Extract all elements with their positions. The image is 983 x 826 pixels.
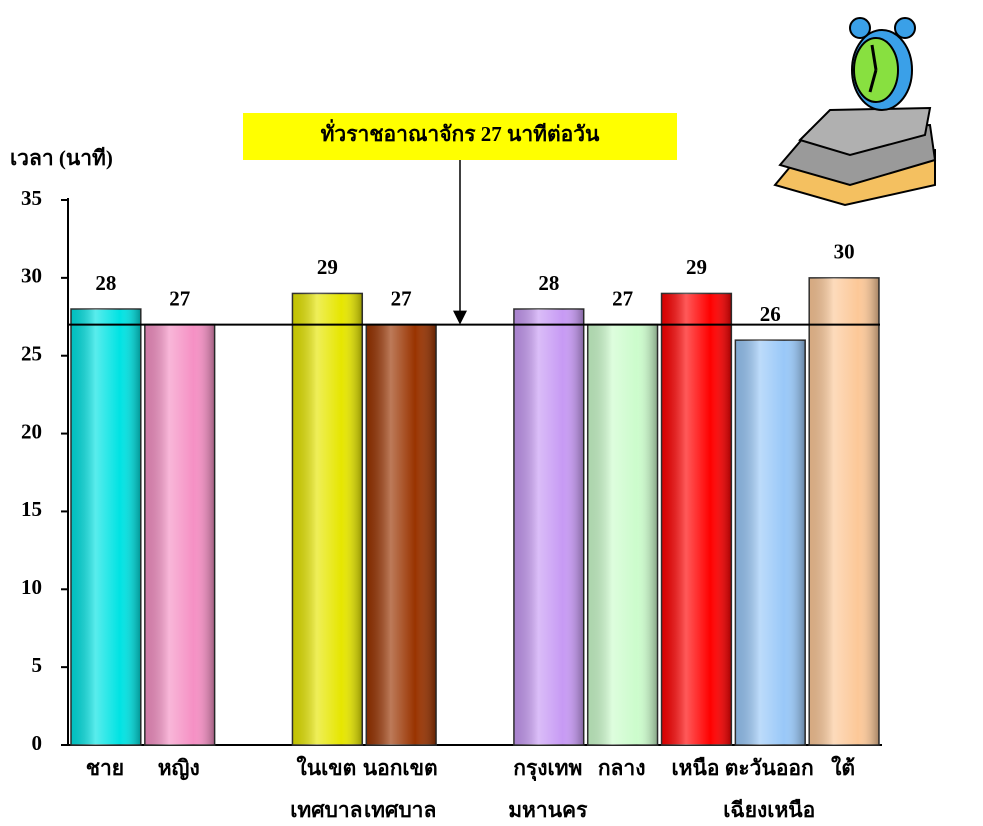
bar-shine (661, 293, 732, 745)
value-label: 28 (538, 271, 559, 295)
y-tick-label: 20 (21, 419, 42, 443)
bar-shine (735, 340, 806, 745)
annotation-box (243, 113, 677, 160)
value-label: 29 (317, 255, 338, 279)
annotation-arrowhead (453, 310, 467, 325)
x-tick-label: ชาย (86, 756, 124, 780)
bar-shine (587, 324, 658, 745)
y-tick-label: 0 (32, 731, 43, 755)
x-tick-label: หญิง (158, 756, 200, 781)
bar-shine (809, 277, 879, 745)
value-label: 29 (686, 255, 707, 279)
bar-shine (292, 293, 363, 745)
bar-shine (366, 324, 437, 745)
y-tick-label: 5 (32, 653, 43, 677)
value-label: 27 (612, 286, 633, 310)
value-label: 26 (760, 302, 781, 326)
y-tick-label: 15 (21, 497, 42, 521)
bar-shine (71, 309, 141, 745)
y-tick-label: 30 (21, 264, 42, 288)
clock-illustration (773, 17, 937, 207)
x-tick-label: ในเขต (296, 755, 356, 780)
x-tick-label: เฉียงเหนือ (723, 798, 815, 822)
annotation: ทั่วราชอาณาจักร 27 นาทีต่อวัน (321, 118, 600, 146)
value-label: 27 (391, 286, 412, 310)
y-tick-label: 10 (21, 575, 42, 599)
bar-shine (513, 309, 584, 745)
x-tick-label: เทศบาล (364, 798, 436, 822)
y-tick-label: 35 (21, 186, 42, 210)
x-tick-label: ใต้ (831, 755, 855, 780)
x-tick-label: กรุงเทพ (513, 756, 582, 782)
y-axis-title: เวลา (นาที) (10, 146, 113, 170)
x-tick-label: เทศบาล (290, 798, 362, 822)
x-tick-label: เหนือ (671, 756, 719, 780)
bar-shine (144, 324, 215, 745)
x-tick-label: มหานคร (508, 798, 588, 822)
value-label: 30 (834, 240, 855, 264)
value-label: 27 (169, 286, 190, 310)
x-tick-label: นอกเขต (363, 756, 438, 780)
x-tick-label: กลาง (598, 756, 646, 780)
x-tick-label: ตะวันออก (725, 756, 814, 780)
y-tick-label: 25 (21, 342, 42, 366)
value-label: 28 (95, 271, 116, 295)
